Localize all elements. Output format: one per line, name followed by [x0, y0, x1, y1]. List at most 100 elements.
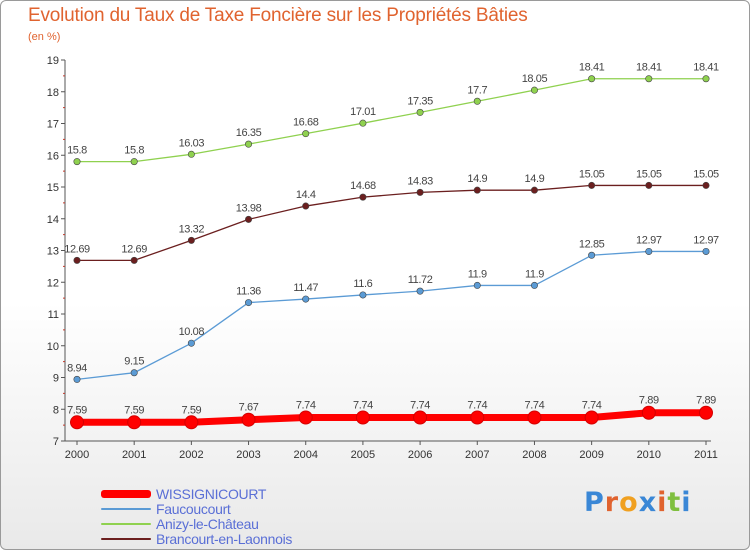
data-point: [302, 295, 310, 303]
data-label: 15.05: [636, 168, 662, 180]
data-label: 7.59: [67, 404, 87, 416]
data-point: [416, 188, 424, 196]
data-point: [245, 215, 253, 223]
data-label: 7.89: [639, 395, 659, 407]
proxiti-logo: Proxiti: [584, 487, 692, 518]
x-tick-label: 2006: [408, 449, 432, 461]
data-point: [187, 236, 195, 244]
data-point: [73, 158, 81, 166]
data-label: 7.59: [181, 404, 201, 416]
logo-letter: P: [584, 487, 605, 518]
data-label: 7.74: [525, 400, 545, 412]
data-point: [527, 410, 542, 425]
data-point: [588, 251, 596, 259]
data-label: 14.9: [525, 173, 545, 185]
data-label: 15.8: [67, 145, 87, 157]
data-point: [699, 405, 713, 420]
y-tick-label: 11: [48, 309, 59, 321]
data-point: [473, 186, 481, 194]
legend-label: WISSIGNICOURT: [156, 485, 267, 502]
y-tick-label: 17: [47, 119, 59, 131]
data-label: 14.4: [296, 189, 316, 201]
legend-item: WISSIGNICOURT: [101, 485, 267, 502]
legend-swatch: [101, 507, 151, 510]
data-label: 16.03: [179, 137, 205, 149]
data-point: [530, 86, 538, 94]
x-tick-label: 2008: [522, 449, 546, 461]
series-line: [76, 184, 707, 261]
data-label: 18.41: [636, 62, 662, 74]
x-tick-label: 2009: [579, 449, 603, 461]
data-label: 12.97: [636, 234, 662, 246]
data-point: [645, 75, 653, 83]
x-tick-label: 2011: [694, 449, 718, 461]
legend-item: Brancourt-en-Laonnois: [101, 531, 292, 547]
data-point: [584, 410, 599, 425]
data-label: 7.59: [124, 404, 144, 416]
data-point: [645, 247, 653, 255]
data-label: 12.85: [579, 238, 605, 250]
data-label: 7.89: [696, 395, 716, 407]
data-label: 14.9: [467, 173, 487, 185]
data-label: 7.74: [467, 400, 487, 412]
data-point: [473, 97, 481, 105]
series-line: [76, 78, 707, 163]
logo-letter: i: [681, 487, 692, 518]
legend-label: Faucoucourt: [156, 500, 231, 517]
data-label: 18.05: [522, 73, 548, 85]
data-label: 17.01: [350, 106, 376, 118]
data-label: 15.8: [124, 145, 144, 157]
data-point: [130, 369, 138, 377]
data-label: 7.67: [239, 402, 259, 414]
logo-letter: i: [657, 487, 668, 518]
y-tick-label: 12: [47, 277, 59, 289]
chart-title: Evolution du Taux de Taxe Foncière sur l…: [28, 5, 528, 26]
data-point: [530, 186, 538, 194]
data-label: 11.9: [468, 268, 487, 280]
data-label: 11.72: [408, 274, 433, 286]
data-point: [359, 193, 367, 201]
x-tick-label: 2000: [65, 449, 89, 461]
data-label: 7.74: [353, 400, 373, 412]
data-label: 16.68: [293, 117, 319, 129]
data-point: [73, 256, 81, 264]
data-label: 12.97: [693, 234, 719, 246]
data-point: [241, 412, 256, 427]
y-tick-label: 7: [53, 436, 59, 448]
data-label: 14.68: [350, 180, 376, 192]
data-point: [73, 375, 81, 383]
data-point: [413, 410, 428, 425]
data-label: 17.35: [407, 95, 433, 107]
data-point: [302, 202, 310, 210]
data-point: [359, 119, 367, 127]
data-label: 7.74: [410, 400, 430, 412]
x-tick-label: 2002: [179, 449, 203, 461]
legend-swatch: [101, 537, 151, 540]
y-tick-label: 8: [53, 404, 59, 416]
x-tick-label: 2010: [637, 449, 661, 461]
data-point: [298, 410, 313, 425]
data-label: 15.05: [579, 168, 605, 180]
data-point: [588, 181, 596, 189]
data-label: 18.41: [579, 62, 605, 74]
y-tick-label: 18: [47, 87, 59, 99]
x-tick-label: 2007: [465, 449, 489, 461]
data-point: [130, 158, 138, 166]
legend-item: Anizy-le-Château: [101, 516, 259, 532]
chart-unit-label: (en %): [28, 31, 61, 43]
y-tick-label: 14: [47, 214, 59, 226]
data-label: 11.36: [236, 286, 261, 298]
data-point: [359, 291, 367, 299]
x-tick-label: 2003: [236, 449, 260, 461]
data-label: 13.98: [236, 202, 262, 214]
data-point: [187, 150, 195, 158]
data-point: [245, 140, 253, 148]
data-point: [588, 75, 596, 83]
data-label: 10.08: [179, 326, 205, 338]
data-point: [302, 130, 310, 138]
data-label: 13.32: [179, 223, 205, 235]
data-point: [245, 299, 253, 307]
y-tick-label: 10: [47, 341, 59, 353]
data-label: 7.74: [582, 400, 602, 412]
